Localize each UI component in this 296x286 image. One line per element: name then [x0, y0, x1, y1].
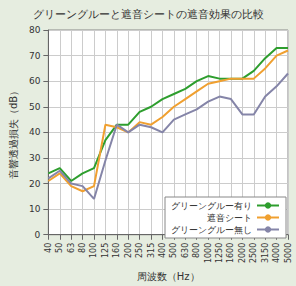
svg-text:250: 250	[135, 243, 144, 258]
svg-text:2500: 2500	[249, 243, 258, 263]
svg-text:40: 40	[44, 243, 53, 253]
svg-text:200: 200	[124, 243, 133, 258]
svg-text:800: 800	[192, 243, 201, 258]
svg-text:400: 400	[158, 243, 167, 258]
svg-text:315: 315	[147, 243, 156, 258]
svg-text:1000: 1000	[204, 243, 213, 263]
svg-text:10: 10	[29, 204, 41, 214]
svg-text:125: 125	[101, 243, 110, 258]
svg-text:グリーングルー有り: グリーングルー有り	[171, 201, 252, 211]
svg-text:160: 160	[112, 243, 121, 258]
svg-text:2000: 2000	[238, 243, 247, 263]
svg-text:500: 500	[169, 243, 178, 258]
svg-text:20: 20	[29, 179, 41, 189]
svg-text:3150: 3150	[261, 243, 270, 263]
svg-text:遮音シート: 遮音シート	[207, 213, 252, 223]
svg-text:100: 100	[89, 243, 98, 258]
svg-text:50: 50	[55, 243, 64, 253]
svg-text:50: 50	[29, 102, 41, 112]
svg-text:80: 80	[78, 243, 87, 253]
svg-text:1250: 1250	[215, 243, 224, 263]
svg-text:1600: 1600	[226, 243, 235, 263]
svg-text:0: 0	[35, 230, 41, 240]
svg-text:グリーングルー無し: グリーングルー無し	[171, 225, 252, 235]
svg-text:70: 70	[29, 51, 41, 61]
svg-text:63: 63	[67, 243, 76, 253]
svg-text:4000: 4000	[272, 243, 281, 263]
svg-text:60: 60	[29, 76, 41, 86]
svg-text:グリーングルーと遮音シートの遮音効果の比較: グリーングルーと遮音シートの遮音効果の比較	[33, 8, 264, 21]
svg-text:30: 30	[29, 153, 41, 163]
svg-text:周波数（Hz）: 周波数（Hz）	[137, 271, 200, 282]
svg-text:80: 80	[29, 25, 41, 35]
svg-text:40: 40	[29, 127, 41, 137]
svg-text:音響透過損失（dB）: 音響透過損失（dB）	[8, 86, 19, 179]
svg-text:5000: 5000	[284, 243, 293, 263]
svg-text:630: 630	[181, 243, 190, 258]
